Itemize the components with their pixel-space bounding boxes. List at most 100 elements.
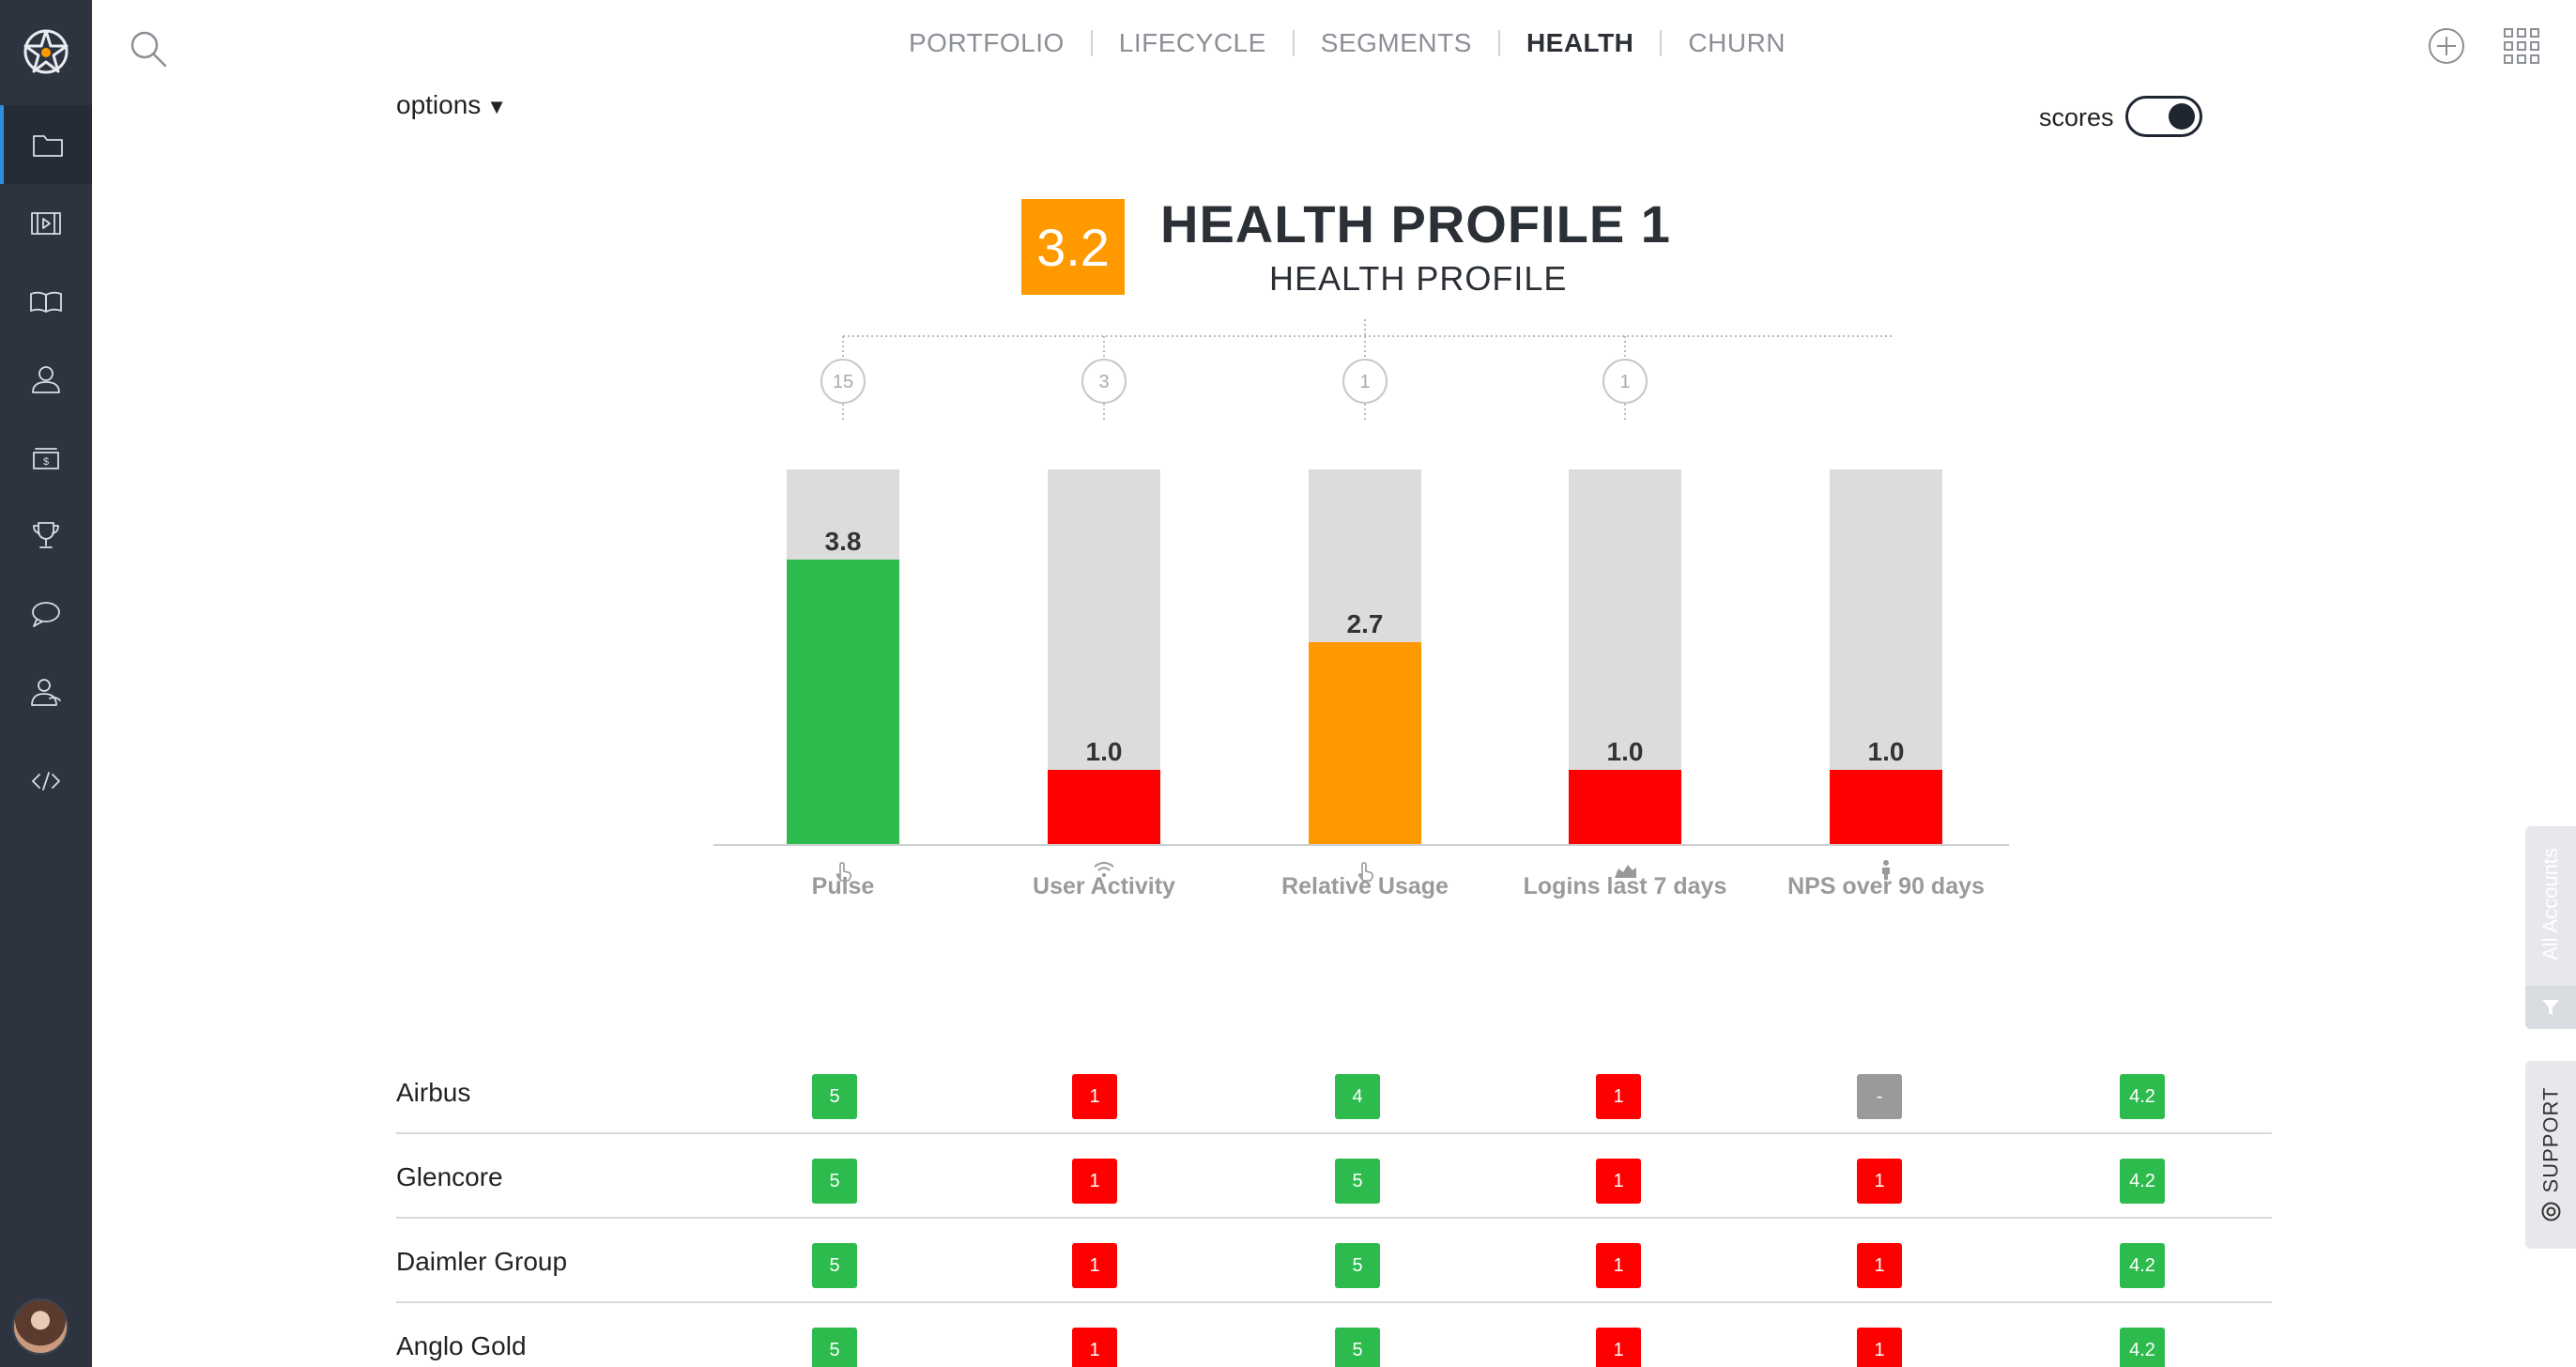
score-cell[interactable]: 1: [1596, 1074, 1641, 1119]
table-row[interactable]: Glencore 5 1 5 1 1 4.2: [396, 1134, 2272, 1219]
score-cell[interactable]: 4.2: [2120, 1159, 2165, 1204]
score-cell[interactable]: 4: [1335, 1074, 1380, 1119]
bar[interactable]: [1048, 770, 1160, 845]
score-cell[interactable]: 1: [1072, 1328, 1117, 1367]
bar-value-label: 3.8: [825, 527, 862, 556]
tab-segments[interactable]: SEGMENTS: [1320, 28, 1472, 57]
weight-label: 1: [1619, 372, 1630, 392]
score-cell[interactable]: 4.2: [2120, 1243, 2165, 1288]
tab-lifecycle[interactable]: LIFECYCLE: [1118, 28, 1266, 57]
sidebar-item-revenue[interactable]: $: [0, 419, 92, 498]
weight-label: 3: [1098, 372, 1109, 392]
hand-icon: [836, 862, 851, 882]
tab-separator: [1660, 30, 1663, 56]
support-inner: SUPPORT: [2538, 1087, 2563, 1223]
code-icon: [32, 772, 60, 791]
avatar[interactable]: [12, 1298, 69, 1355]
toggle-knob: [2169, 103, 2195, 130]
top-nav-tabs: PORTFOLIO LIFECYCLE SEGMENTS HEALTH CHUR…: [882, 24, 1812, 62]
score-cell[interactable]: 1: [1596, 1243, 1641, 1288]
score-cell[interactable]: 1: [1857, 1328, 1902, 1367]
score-cell[interactable]: 5: [1335, 1159, 1380, 1204]
options-dropdown[interactable]: options ▼: [396, 90, 507, 120]
health-chart-svg: 15 3.8 Pulse 3 1.0 User Activity 1 2.7 Relative …: [713, 319, 2009, 899]
score-cell[interactable]: 5: [1335, 1243, 1380, 1288]
score-cell[interactable]: 5: [812, 1074, 857, 1119]
score-cell[interactable]: 4.2: [2120, 1328, 2165, 1367]
sidebar-item-conversations[interactable]: [0, 575, 92, 653]
all-accounts-tab[interactable]: All Accounts: [2525, 826, 2576, 1029]
score-cell[interactable]: 1: [1072, 1243, 1117, 1288]
bar-value-label: 2.7: [1347, 609, 1384, 638]
table-row[interactable]: Anglo Gold 5 1 5 1 1 4.2: [396, 1303, 2272, 1367]
score-cell[interactable]: 1: [1857, 1159, 1902, 1204]
score-cell[interactable]: 1: [1596, 1159, 1641, 1204]
support-tab[interactable]: SUPPORT: [2525, 1061, 2576, 1249]
tab-separator: [1497, 30, 1500, 56]
score-cell[interactable]: 5: [812, 1328, 857, 1367]
sidebar-item-goals[interactable]: [0, 496, 92, 575]
add-circle-icon[interactable]: [2427, 26, 2466, 66]
score-cell[interactable]: 5: [812, 1243, 857, 1288]
score-cell[interactable]: 5: [812, 1159, 857, 1204]
lifebuoy-icon: [2541, 1202, 2561, 1221]
score-cell[interactable]: 5: [1335, 1328, 1380, 1367]
accounts-table: Airbus 5 1 4 1-4.2 Glencore 5 1 5 1 1 4.2 Daimler Gr…: [396, 1050, 2272, 1367]
tab-separator: [1292, 30, 1295, 56]
score-cell[interactable]: 4.2: [2120, 1074, 2165, 1119]
sidebar-item-portfolio[interactable]: [0, 105, 92, 184]
scores-toggle[interactable]: [2125, 96, 2202, 137]
app-logo[interactable]: [0, 0, 92, 103]
score-cell[interactable]: 1: [1072, 1074, 1117, 1119]
user-icon: [32, 366, 60, 393]
bar[interactable]: [1309, 642, 1421, 845]
account-name[interactable]: Anglo Gold: [396, 1331, 527, 1360]
category-label: User Activity: [1033, 873, 1175, 899]
bar[interactable]: [1830, 770, 1942, 845]
weight-circle: [1602, 359, 1648, 404]
table-row[interactable]: Daimler Group 5 1 5 1 1 4.2: [396, 1219, 2272, 1303]
filter-icon[interactable]: [2525, 986, 2576, 1029]
tab-health[interactable]: HEALTH: [1526, 28, 1634, 57]
weight-label: 1: [1359, 372, 1370, 392]
scores-label: scores: [2039, 103, 2114, 131]
score-cell[interactable]: -: [1857, 1074, 1902, 1119]
account-name[interactable]: Airbus: [396, 1078, 471, 1107]
bar[interactable]: [787, 560, 899, 845]
options-label: options: [396, 90, 482, 119]
weight-circle: [1081, 359, 1127, 404]
trophy-icon: [33, 522, 59, 548]
sidebar-item-developer[interactable]: [0, 742, 92, 821]
profile-subtitle: HEALTH PROFILE: [1269, 259, 1568, 298]
all-accounts-label: All Accounts: [2538, 848, 2562, 960]
profile-title: HEALTH PROFILE 1: [1160, 194, 1671, 253]
tab-churn[interactable]: CHURN: [1688, 28, 1786, 57]
account-name[interactable]: Daimler Group: [396, 1247, 568, 1276]
score-cell[interactable]: 1: [1072, 1159, 1117, 1204]
health-chart: 15 3.8 Pulse 3 1.0 User Activity 1 2.7 Relative …: [695, 310, 2028, 929]
bar[interactable]: [1569, 770, 1681, 845]
category-label: Pulse: [812, 873, 875, 899]
score-cell[interactable]: 1: [1596, 1328, 1641, 1367]
customer-icon: [31, 679, 61, 706]
sidebar-item-customers[interactable]: [0, 653, 92, 732]
score-cell[interactable]: 1: [1857, 1243, 1902, 1288]
folder-icon: [33, 135, 63, 157]
area-chart-icon: [1615, 865, 1636, 878]
wifi-icon: [1094, 862, 1114, 877]
sidebar-item-playbooks[interactable]: [0, 184, 92, 263]
book-icon: [30, 291, 62, 313]
tab-portfolio[interactable]: PORTFOLIO: [909, 28, 1065, 57]
account-name[interactable]: Glencore: [396, 1162, 503, 1191]
table-row[interactable]: Airbus 5 1 4 1 - 4.2: [396, 1050, 2272, 1134]
cash-icon: $: [33, 448, 59, 469]
search-icon[interactable]: [126, 26, 171, 71]
caret-down-icon: ▼: [486, 95, 508, 118]
apps-grid-icon[interactable]: [2502, 26, 2541, 66]
sidebar-item-library[interactable]: [0, 263, 92, 342]
bar-value-label: 1.0: [1868, 737, 1905, 766]
all-accounts-label-wrap: All Accounts: [2525, 834, 2576, 975]
category-label: Relative Usage: [1281, 873, 1449, 899]
film-icon: [31, 212, 61, 235]
sidebar-item-contacts[interactable]: [0, 340, 92, 419]
